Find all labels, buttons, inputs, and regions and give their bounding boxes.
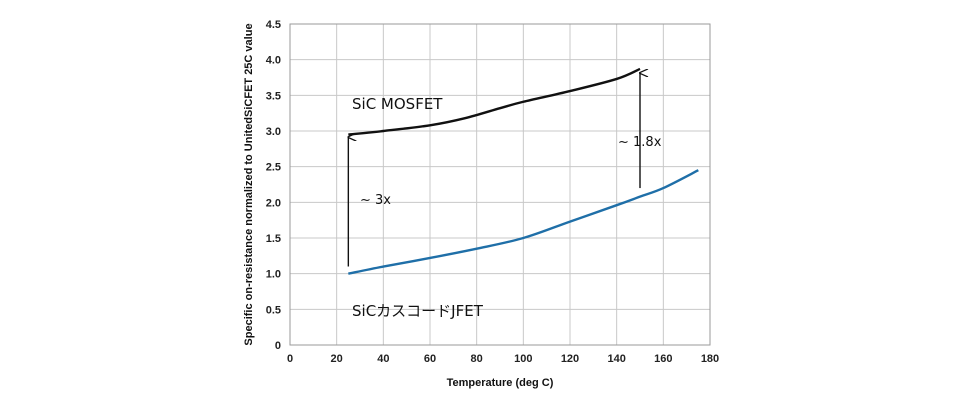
series-label-sic-cascode-jfet: SiCカスコードJFET [352, 302, 484, 320]
y-tick-label: 2.0 [266, 197, 281, 209]
x-tick-label: 0 [287, 353, 293, 365]
x-tick-label: 160 [654, 353, 672, 365]
y-tick-label: 2.5 [266, 162, 281, 174]
y-tick-label: 1.5 [266, 233, 281, 245]
y-tick-label: 0 [275, 340, 281, 352]
plot-area-frame [289, 23, 711, 346]
x-tick-label: 20 [331, 353, 343, 365]
annotation-1-8x: ~ 1.8x [618, 135, 662, 150]
series-group [348, 67, 699, 275]
x-axis-title: Temperature (deg C) [447, 377, 554, 389]
series-label-sic-mosfet: SiC MOSFET [352, 95, 443, 113]
series-line-sic-cascode-jfet [348, 169, 699, 275]
x-tick-label: 100 [514, 353, 532, 365]
x-axis: 0 20 40 60 80 100 120 140 160 180 [287, 353, 719, 365]
annotations [348, 73, 640, 267]
y-axis-title: Specific on-resistance normalized to Uni… [243, 23, 255, 345]
x-tick-label: 80 [471, 353, 483, 365]
gridlines [290, 23, 711, 345]
x-tick-label: 180 [701, 353, 719, 365]
x-tick-label: 40 [377, 353, 389, 365]
y-tick-label: 4.0 [266, 55, 281, 67]
y-tick-label: 3.0 [266, 126, 281, 138]
annotation-3x: ~ 3x [360, 193, 391, 208]
y-axis: 0 0.5 1.0 1.5 2.0 2.5 3.0 3.5 4.0 4.5 [266, 19, 281, 352]
y-tick-label: 1.0 [266, 269, 281, 281]
x-tick-label: 140 [607, 353, 625, 365]
y-tick-label: 3.5 [266, 90, 281, 102]
y-tick-label: 4.5 [266, 19, 281, 31]
x-tick-label: 60 [424, 353, 436, 365]
y-tick-label: 0.5 [266, 304, 281, 316]
series-line-sic-mosfet [348, 67, 641, 136]
x-tick-label: 120 [561, 353, 579, 365]
